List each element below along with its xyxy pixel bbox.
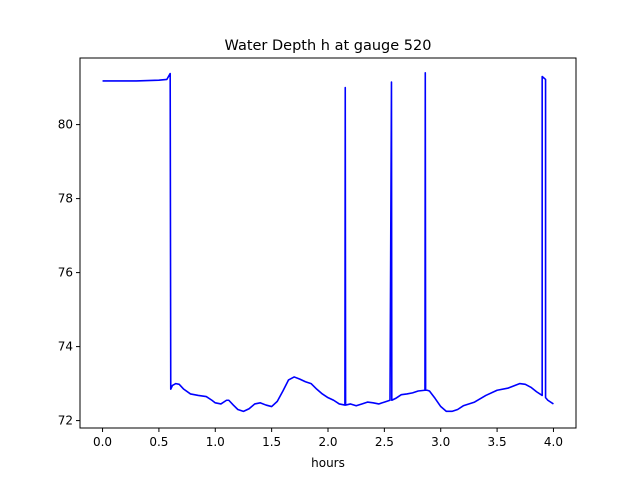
series-line-0 <box>102 72 554 413</box>
chart-title: Water Depth h at gauge 520 <box>225 38 432 54</box>
x-tick-label: 1.0 <box>206 435 225 449</box>
x-tick-label: 3.0 <box>431 435 450 449</box>
y-tick-label: 74 <box>58 340 73 354</box>
y-tick-label: 80 <box>58 118 73 132</box>
series-layer <box>102 72 554 413</box>
x-tick-label: 2.5 <box>375 435 394 449</box>
x-tick-label: 3.5 <box>488 435 507 449</box>
y-tick-label: 76 <box>58 266 73 280</box>
x-tick-label: 0.0 <box>93 435 112 449</box>
x-tick-label: 2.0 <box>318 435 337 449</box>
y-tick-label: 72 <box>58 414 73 428</box>
x-axis-label: hours <box>311 456 345 470</box>
plot-area <box>80 58 576 428</box>
x-tick-label: 1.5 <box>262 435 281 449</box>
y-axis-ticks: 72 74 76 78 80 <box>58 118 80 428</box>
x-tick-label: 4.0 <box>544 435 563 449</box>
plot-frame <box>79 57 577 429</box>
x-axis-ticks: 0.0 0.5 1.0 1.5 2.0 2.5 3.0 3.5 4.0 <box>93 428 563 449</box>
y-tick-label: 78 <box>58 192 73 206</box>
x-tick-label: 0.5 <box>149 435 168 449</box>
